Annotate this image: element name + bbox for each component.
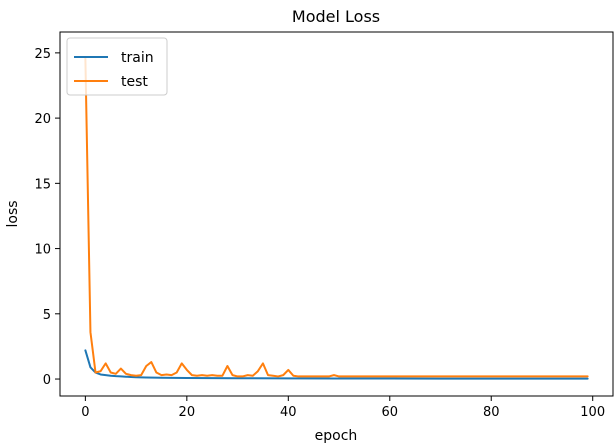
y-tick-label: 20: [34, 112, 51, 127]
y-tick-label: 0: [43, 373, 51, 388]
legend: train test: [66, 37, 168, 96]
legend-label-train: train: [121, 50, 154, 66]
legend-box: [66, 37, 168, 96]
x-tick-label: 40: [280, 405, 297, 420]
x-axis: 0 20 40 60 80 100: [81, 396, 605, 420]
y-axis: 0 5 10 15 20 25: [34, 47, 60, 388]
plot-area: [84, 57, 589, 380]
series-line-test: [84, 57, 589, 378]
x-axis-label: epoch: [315, 428, 358, 444]
x-tick-label: 20: [179, 405, 196, 420]
x-tick-label: 100: [580, 405, 605, 420]
y-tick-label: 5: [43, 308, 51, 323]
y-tick-label: 25: [34, 47, 51, 62]
y-axis-label: loss: [5, 200, 21, 227]
plot-frame: [59, 31, 614, 397]
series-line-train: [84, 349, 589, 380]
y-tick-label: 10: [34, 243, 51, 258]
x-tick-label: 60: [381, 405, 398, 420]
legend-label-test: test: [121, 74, 148, 90]
x-tick-label: 0: [81, 405, 89, 420]
y-tick-label: 15: [34, 177, 51, 192]
x-tick-label: 80: [483, 405, 500, 420]
chart-title: Model Loss: [292, 7, 380, 26]
